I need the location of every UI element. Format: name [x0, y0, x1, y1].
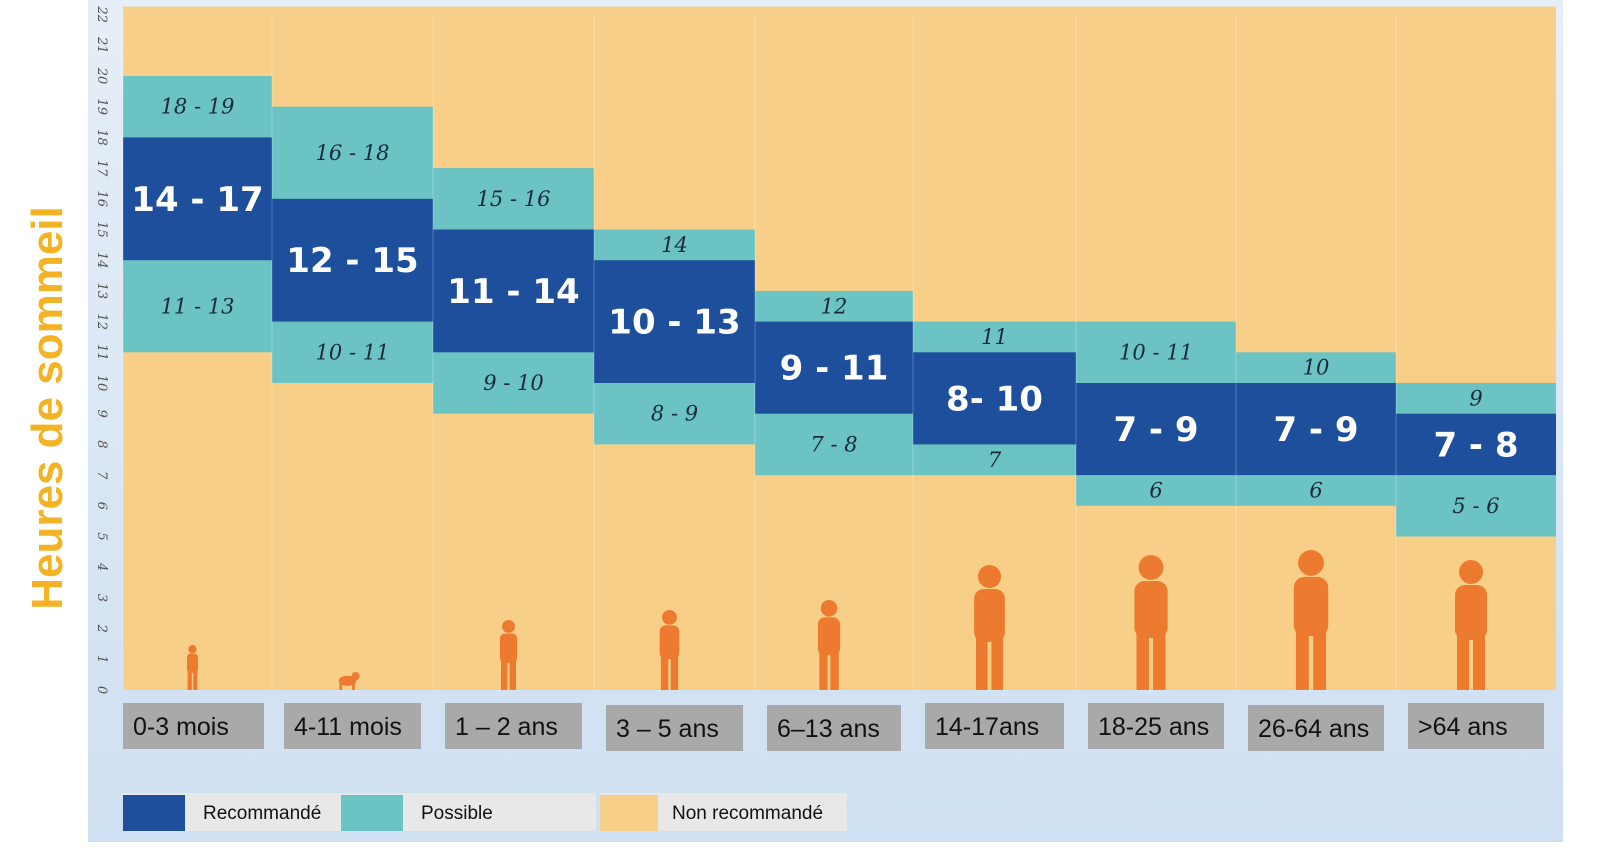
- y-tick-label: 17: [94, 160, 109, 177]
- toddler-icon: [499, 620, 518, 690]
- possible-lower-label: 11 - 13: [161, 294, 235, 318]
- y-tick-label: 0: [94, 686, 109, 694]
- possible-upper-label: 15 - 16: [477, 187, 551, 211]
- recommended-label: 12 - 15: [286, 241, 418, 281]
- possible-upper-label: 11: [981, 325, 1008, 349]
- y-tick-label: 8: [94, 440, 109, 448]
- y-tick-label: 18: [94, 129, 109, 146]
- category-label-box: [284, 703, 421, 749]
- legend-label: Recommandé: [203, 803, 321, 824]
- y-tick-label: 14: [94, 252, 109, 269]
- recommended-bar: [755, 321, 913, 414]
- possible-upper-label: 16 - 18: [316, 141, 390, 165]
- recommended-bar: [1236, 383, 1396, 476]
- legend-label: Possible: [421, 803, 493, 824]
- possible-lower-label: 8 - 9: [651, 402, 698, 426]
- possible-lower-label: 6: [1309, 478, 1322, 502]
- y-tick-label: 13: [94, 283, 109, 300]
- legend-swatch: [600, 795, 658, 831]
- legend-swatch: [341, 795, 403, 831]
- y-tick-label: 22: [94, 5, 109, 23]
- possible-lower-label: 6: [1149, 478, 1162, 502]
- recommended-label: 9 - 11: [780, 349, 889, 389]
- y-tick-label: 15: [94, 221, 109, 238]
- y-tick-label: 16: [94, 191, 109, 208]
- recommended-bar: [913, 352, 1076, 445]
- category-label: 6–13 ans: [777, 715, 880, 743]
- y-tick-label: 21: [94, 36, 109, 54]
- possible-lower-label: 5 - 6: [1452, 494, 1499, 518]
- recommended-bar: [1076, 383, 1236, 476]
- recommended-label: 14 - 17: [131, 180, 263, 220]
- y-tick-label: 4: [94, 562, 109, 571]
- category-label-box: [445, 703, 582, 749]
- possible-upper-label: 18 - 19: [161, 95, 235, 119]
- recommended-label: 7 - 9: [1113, 410, 1198, 450]
- y-tick-label: 1: [94, 655, 109, 663]
- recommended-label: 7 - 8: [1433, 425, 1518, 465]
- category-label: 1 – 2 ans: [455, 713, 558, 741]
- y-axis-label: Heures de sommeil: [23, 206, 72, 610]
- possible-upper-label: 10 - 11: [1119, 340, 1193, 364]
- recommended-bar: [594, 260, 755, 383]
- recommended-bar: [272, 198, 433, 322]
- young-adult-icon: [1134, 555, 1168, 690]
- y-tick-label: 20: [94, 67, 109, 85]
- y-tick-label: 7: [94, 471, 109, 480]
- category-label-box: [1088, 703, 1224, 749]
- category-label-box: [123, 703, 264, 749]
- category-label: 18-25 ans: [1098, 713, 1209, 741]
- y-tick-label: 10: [94, 375, 109, 392]
- possible-upper-label: 9: [1469, 386, 1482, 410]
- recommended-label: 8- 10: [946, 379, 1043, 419]
- legend-label: Non recommandé: [672, 803, 823, 824]
- y-tick-label: 9: [94, 410, 109, 418]
- child-icon: [659, 610, 680, 690]
- recommended-label: 7 - 9: [1273, 410, 1358, 450]
- y-tick-label: 11: [94, 344, 109, 361]
- recommended-label: 10 - 13: [608, 303, 740, 343]
- baby-icon: [186, 645, 199, 690]
- senior-icon: [1455, 560, 1487, 690]
- category-label: >64 ans: [1418, 713, 1508, 741]
- y-tick-label: 12: [94, 313, 109, 330]
- recommended-label: 11 - 14: [447, 272, 579, 312]
- recommended-bar: [123, 137, 272, 261]
- category-label-box: [925, 703, 1064, 749]
- y-tick-label: 19: [94, 98, 109, 115]
- category-label-box: [767, 705, 901, 751]
- category-label: 3 – 5 ans: [616, 715, 719, 743]
- possible-upper-label: 12: [821, 294, 848, 318]
- recommended-bar: [1396, 413, 1556, 476]
- category-label-box: [606, 705, 743, 751]
- possible-lower-label: 7 - 8: [810, 432, 857, 456]
- y-tick-label: 5: [94, 532, 109, 540]
- possible-lower-label: 10 - 11: [316, 340, 390, 364]
- possible-upper-label: 14: [661, 233, 688, 257]
- category-label: 0-3 mois: [133, 713, 229, 741]
- possible-lower-label: 7: [988, 448, 1002, 472]
- kid-icon: [817, 600, 841, 690]
- possible-upper-label: 10: [1303, 356, 1330, 380]
- possible-lower-label: 9 - 10: [483, 371, 544, 395]
- y-tick-label: 3: [94, 594, 109, 602]
- y-tick-label: 6: [94, 502, 109, 510]
- category-label: 14-17ans: [935, 713, 1039, 741]
- y-tick-label: 2: [94, 623, 109, 632]
- category-label: 4-11 mois: [294, 713, 402, 741]
- teen-icon: [974, 565, 1005, 690]
- category-label-box: [1248, 705, 1384, 751]
- crawling-baby-icon: [338, 672, 360, 690]
- adult-icon: [1293, 550, 1329, 690]
- legend-swatch: [123, 795, 185, 831]
- recommended-bar: [433, 229, 594, 353]
- category-label: 26-64 ans: [1258, 715, 1369, 743]
- category-label-box: [1408, 703, 1544, 749]
